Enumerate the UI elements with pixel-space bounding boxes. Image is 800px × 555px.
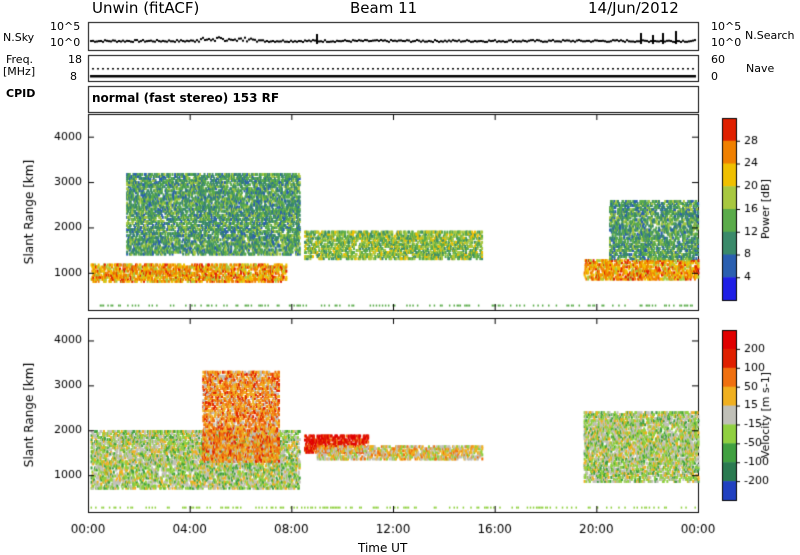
freq-unit-label: [MHz]	[3, 65, 36, 78]
x-axis-title: Time UT	[358, 541, 408, 555]
nave-tick-top: 60	[711, 53, 725, 66]
nsearch-label: N.Search	[745, 29, 795, 42]
freq-tick-top: 18	[68, 53, 82, 66]
nave-label: Nave	[746, 62, 775, 75]
station-title: Unwin (fitACF)	[92, 0, 200, 17]
nsky-tick-bottom: 10^0	[50, 36, 81, 49]
nave-tick-bottom: 0	[711, 70, 718, 83]
freq-label: Freq.	[6, 53, 34, 66]
nsky-tick-top: 10^5	[50, 20, 81, 33]
cpid-text: normal (fast stereo) 153 RF	[92, 91, 280, 105]
nsearch-tick-bottom: 10^0	[711, 36, 742, 49]
beam-title: Beam 11	[350, 0, 418, 17]
freq-tick-bottom: 8	[70, 70, 77, 83]
nsearch-tick-top: 10^5	[711, 20, 742, 33]
date-title: 14/Jun/2012	[588, 0, 679, 17]
nsky-label: N.Sky	[3, 31, 35, 44]
cpid-label: CPID	[6, 87, 36, 100]
